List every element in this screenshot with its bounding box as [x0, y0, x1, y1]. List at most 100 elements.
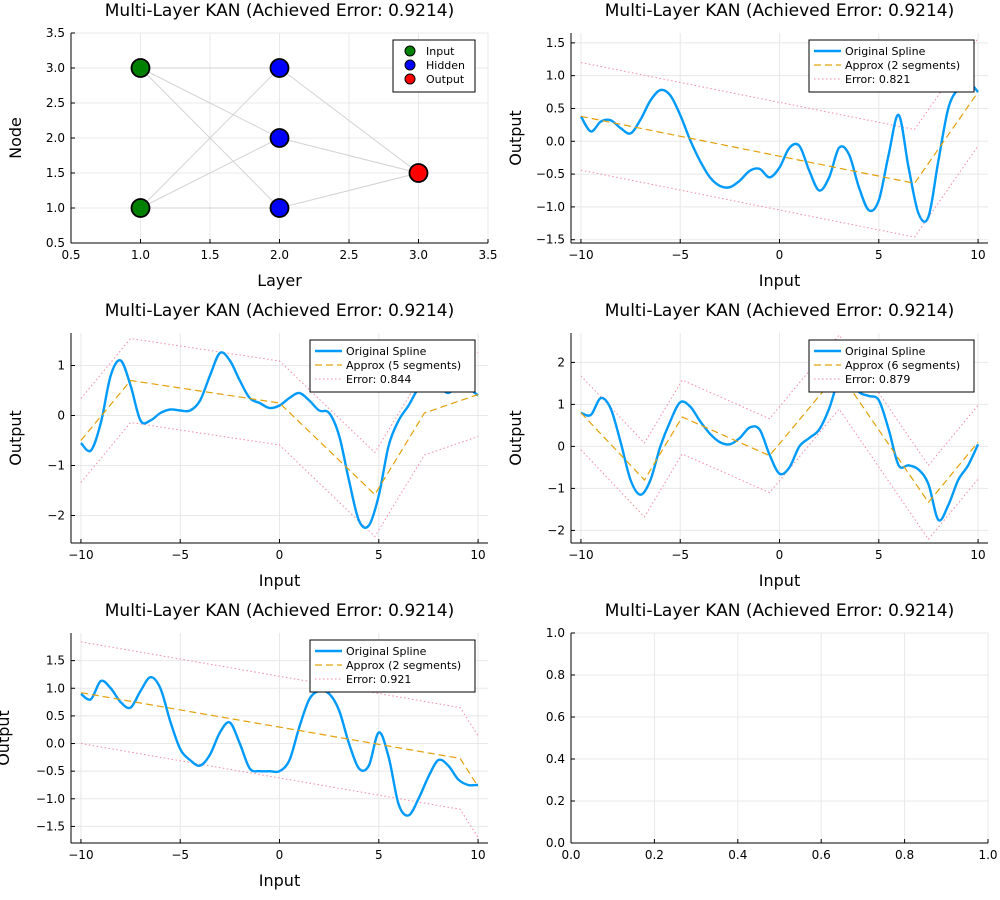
legend-label: Error: 0.844 [346, 373, 411, 386]
y-tick-label: −0.5 [36, 764, 65, 778]
legend-box [309, 339, 476, 393]
y-axis-label: Output [506, 110, 525, 166]
plot-area [579, 37, 979, 238]
legend-label: Original Spline [346, 645, 427, 658]
x-tick-label: 5 [375, 848, 383, 862]
y-tick-label: 1.0 [546, 69, 565, 83]
x-tick-label: 10 [970, 548, 985, 562]
x-tick-label: −5 [671, 548, 689, 562]
y-tick-label: 0.4 [546, 752, 565, 766]
x-tick-label: 3.5 [478, 248, 497, 262]
x-tick-label: 0.2 [645, 848, 664, 862]
plot-area [580, 334, 980, 541]
hidden-legend-marker [404, 59, 416, 71]
y-tick-label: 1.0 [46, 201, 65, 215]
hidden-node [269, 58, 290, 78]
legend-label: Approx (2 segments) [845, 59, 960, 72]
x-axis-label: Input [759, 271, 800, 290]
y-tick-label: −2 [47, 509, 65, 523]
y-tick-label: 3.5 [46, 26, 65, 40]
y-tick-label: 0.5 [46, 236, 65, 250]
y-tick-label: 0.5 [46, 709, 65, 723]
legend-label: Original Spline [845, 45, 926, 58]
x-tick-label: −10 [68, 548, 93, 562]
x-tick-label: 0.5 [61, 248, 80, 262]
approx-line [80, 692, 479, 787]
network-edge [279, 67, 419, 174]
legend-label: Approx (6 segments) [845, 359, 960, 372]
y-tick-label: 0.6 [546, 710, 565, 724]
y-tick-label: −1 [47, 459, 65, 473]
x-tick-label: 1.0 [978, 848, 997, 862]
y-tick-label: 1.0 [546, 626, 565, 640]
original-spline-line [80, 351, 479, 529]
input-node [130, 58, 151, 78]
error-lower-line [580, 408, 979, 541]
x-tick-label: −10 [568, 548, 593, 562]
chart-panel-1: 0.5 1.0 1.5 2.0 2.5 3.0 3.5 0.5 1.0 1.5 2.0 2.5 3.0 3… [6, 1, 498, 290]
error-lower-line [580, 145, 979, 238]
chart-title: Multi-Layer KAN (Achieved Error: 0.9214) [105, 601, 454, 621]
y-tick-label: 0.0 [546, 134, 565, 148]
x-tick-label: 0.6 [812, 848, 831, 862]
network-edge [279, 172, 419, 209]
y-tick-label: −1.5 [36, 819, 65, 833]
y-axis-label: Output [506, 410, 525, 466]
y-tick-label: 1.5 [46, 166, 65, 180]
chart-title: Multi-Layer KAN (Achieved Error: 0.9214) [605, 301, 954, 321]
y-tick-label: −1.0 [36, 792, 65, 806]
x-tick-label: −10 [568, 248, 593, 262]
y-tick-label: 0 [57, 409, 65, 423]
x-tick-label: 5 [375, 548, 383, 562]
y-tick-label: 0.5 [546, 101, 565, 115]
error-lower-line [80, 743, 479, 838]
y-axis-label: Output [0, 710, 13, 766]
x-tick-label: 0.8 [895, 848, 914, 862]
error-upper-line [580, 37, 979, 131]
chart-title: Multi-Layer KAN (Achieved Error: 0.9214) [105, 1, 454, 21]
y-tick-label: 0.8 [546, 668, 565, 682]
network-edge [140, 137, 280, 209]
x-tick-label: 0 [276, 548, 284, 562]
y-tick-label: 0.2 [546, 794, 565, 808]
network-edge [140, 67, 280, 209]
chart-panel-2: −10 −5 0 5 10 −1.5 −1.0 −0.5 0.0 0.5 1.0 1.5 Multi-L… [506, 1, 988, 290]
y-tick-label: −2 [547, 523, 565, 537]
plot-area [80, 641, 479, 838]
chart-title: Multi-Layer KAN (Achieved Error: 0.9214) [105, 301, 454, 321]
network-edge [140, 67, 280, 139]
y-tick-label: 0.0 [46, 737, 65, 751]
legend-label: Input [426, 45, 455, 58]
y-tick-label: 1.5 [546, 36, 565, 50]
x-tick-label: 0 [776, 548, 784, 562]
legend-box [808, 339, 975, 393]
y-tick-label: −1.0 [536, 200, 565, 214]
output-legend-marker [404, 73, 416, 85]
legend-label: Approx (5 segments) [346, 359, 461, 372]
legend-label: Error: 0.821 [845, 73, 910, 86]
network-edge [279, 137, 419, 174]
chart-panel-6: 0.0 0.2 0.4 0.6 0.8 1.0 0.0 0.2 0.4 0.6 0.8 1.0 Mult… [546, 601, 998, 862]
legend-label: Original Spline [845, 345, 926, 358]
original-spline-line [80, 676, 479, 817]
original-spline-line [579, 80, 979, 223]
y-tick-label: 1 [57, 359, 65, 373]
x-tick-label: 10 [470, 848, 485, 862]
original-spline-line [580, 372, 980, 522]
x-tick-label: 5 [875, 548, 883, 562]
y-tick-label: 1.5 [46, 654, 65, 668]
x-tick-label: 0.4 [728, 848, 747, 862]
approx-line [80, 379, 479, 496]
x-tick-label: −5 [171, 848, 189, 862]
y-axis-label: Output [6, 410, 25, 466]
plot-area [130, 58, 429, 218]
y-tick-label: 2.5 [46, 96, 65, 110]
x-tick-label: 3.0 [409, 248, 428, 262]
approx-line [580, 371, 979, 504]
y-axis-label: Node [6, 117, 25, 159]
output-node [408, 163, 429, 183]
hidden-node [269, 198, 290, 218]
